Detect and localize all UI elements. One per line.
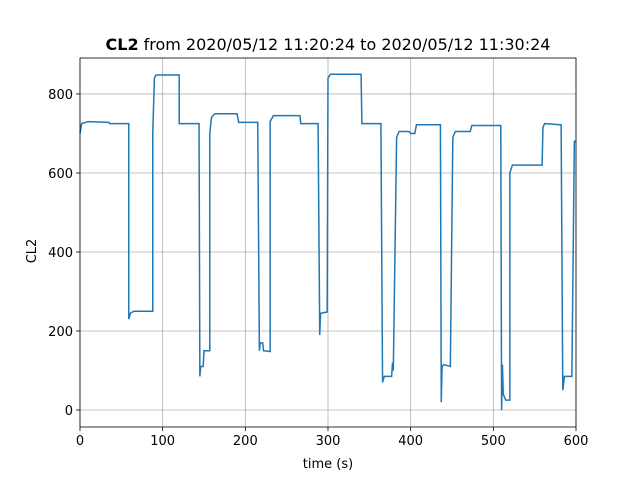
data-line (79, 73, 576, 411)
title-bold: CL2 (106, 35, 139, 54)
x-axis-label: time (s) (303, 457, 353, 472)
x-tick-label: 500 (481, 434, 506, 449)
x-tick-label: 100 (150, 434, 175, 449)
x-tick-label: 0 (76, 434, 84, 449)
title-text: from 2020/05/12 11:20:24 to 2020/05/12 1… (144, 35, 551, 54)
y-tick-label: 400 (48, 246, 73, 261)
x-tick-label: 200 (233, 434, 258, 449)
y-tick-label: 600 (48, 167, 73, 182)
x-tick-label: 300 (316, 434, 341, 449)
y-tick-label: 200 (48, 325, 73, 340)
y-tick-label: 800 (48, 88, 73, 103)
x-tick-label: 600 (564, 434, 589, 449)
y-axis-label: CL2 (25, 239, 40, 264)
y-tick-label: 0 (65, 404, 73, 419)
chart-title: CL2 from 2020/05/12 11:20:24 to 2020/05/1… (106, 35, 551, 54)
x-tick-label: 400 (398, 434, 423, 449)
plot-frame (79, 57, 577, 428)
